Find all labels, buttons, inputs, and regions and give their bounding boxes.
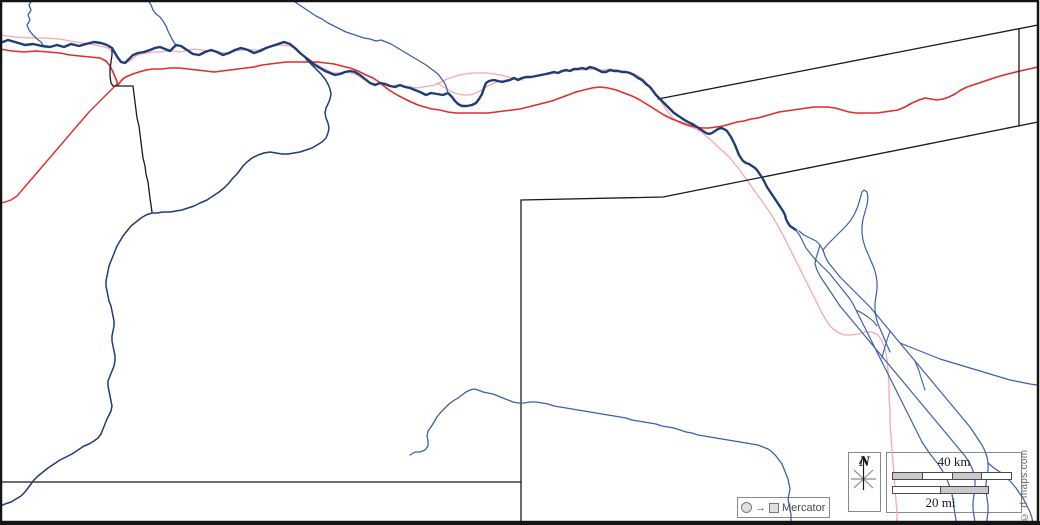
tributary-path (147, 0, 176, 45)
braided-channel-path (798, 230, 989, 525)
tributary-path (0, 58, 332, 507)
secondary-road-loop-path (436, 78, 524, 96)
tributary-path (291, 0, 449, 94)
boundary-lines (0, 24, 1039, 525)
tributary-path (26, 0, 44, 46)
braided-channel-link-path (881, 330, 891, 359)
highway-branch-path (0, 83, 118, 204)
boundary-west-path (109, 47, 153, 213)
braided-channel-link-path (914, 360, 926, 391)
boundary-mid-diagonal-path (520, 121, 1039, 201)
secondary-road-path (0, 34, 898, 525)
braided-channel-path (987, 462, 1034, 525)
river-lines (0, 0, 798, 525)
braided-channel-link-path (855, 309, 878, 327)
main-river-path (0, 38, 798, 232)
projection-box-background (737, 497, 830, 518)
primary-road-lines (0, 48, 1039, 204)
braided-river-lines (795, 189, 1038, 525)
tributary-path (409, 388, 792, 525)
braided-channel-path (899, 342, 1038, 386)
braided-channel-path (822, 189, 891, 353)
boundary-band-upper-path (657, 24, 1039, 100)
secondary-road-lines (0, 34, 898, 525)
highway-path (0, 48, 1039, 129)
